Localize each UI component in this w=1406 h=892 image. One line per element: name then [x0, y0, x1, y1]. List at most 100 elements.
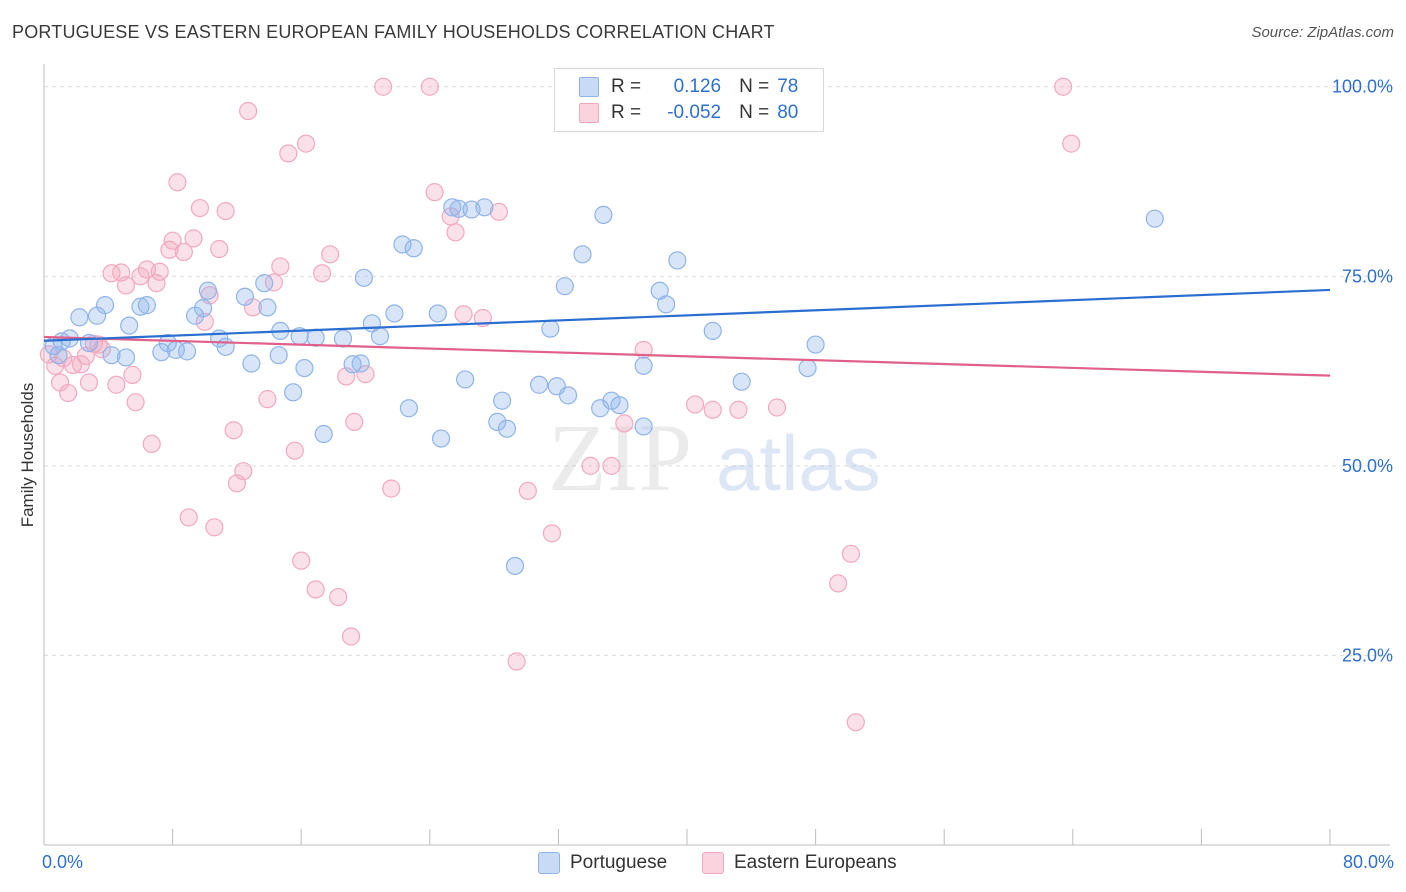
watermark-zip: ZIP [548, 404, 692, 511]
eastern-europeans-point [210, 239, 229, 259]
legend-swatch-eastern [579, 103, 599, 123]
eastern-europeans-point [142, 434, 161, 453]
portuguese-point [333, 329, 353, 348]
portuguese-point [732, 372, 751, 391]
eastern-europeans-point [602, 456, 621, 475]
portuguese-point [242, 354, 261, 373]
portuguese-point [198, 281, 218, 300]
eastern-europeans-trend-line [43, 335, 1331, 377]
eastern-europeans-point [489, 202, 509, 221]
portuguese-point [443, 198, 462, 217]
eastern-europeans-point [190, 198, 210, 218]
eastern-europeans-point [321, 245, 340, 264]
portuguese-point [488, 412, 507, 431]
portuguese-point [558, 386, 578, 405]
portuguese-point [216, 337, 235, 356]
eastern-europeans-point [224, 421, 243, 440]
portuguese-point [399, 399, 419, 418]
portuguese-point [284, 383, 303, 402]
legend-row-portuguese: R = 0.126 N = 78 [579, 75, 798, 99]
eastern-europeans-point [271, 257, 290, 276]
legend-n-label: N = [739, 76, 770, 97]
portuguese-point [49, 346, 68, 365]
portuguese-point [131, 297, 150, 316]
eastern-europeans-point [123, 365, 142, 384]
portuguese-point [137, 296, 156, 315]
portuguese-point [314, 424, 333, 444]
y-tick-label: 75.0% [1342, 266, 1393, 286]
eastern-europeans-point [425, 183, 444, 202]
eastern-europeans-point [116, 276, 136, 295]
y-tick-label: 25.0% [1342, 645, 1393, 665]
portuguese-point [428, 304, 447, 323]
legend-n-value: 80 [777, 102, 799, 123]
x-tick-label-min: 0.0% [42, 852, 84, 872]
watermark: ZIP atlas [548, 404, 881, 511]
eastern-europeans-point [846, 713, 865, 732]
portuguese-point [449, 199, 468, 218]
legend-swatch-eastern [702, 852, 724, 874]
portuguese-point [70, 308, 89, 327]
portuguese-point [351, 354, 370, 373]
trend-lines [43, 288, 1331, 377]
eastern-europeans-point [306, 580, 325, 599]
y-tick-labels: 25.0% 50.0% 75.0% 100.0% [1332, 77, 1393, 666]
portuguese-point [258, 298, 277, 317]
eastern-europeans-point [685, 395, 705, 414]
portuguese-point [657, 295, 676, 314]
eastern-europeans-point [79, 373, 99, 392]
y-tick-label: 50.0% [1342, 456, 1393, 476]
eastern-europeans-point [147, 274, 166, 293]
portuguese-point [295, 358, 314, 378]
portuguese-point [370, 327, 390, 346]
eastern-europeans-point [71, 355, 91, 374]
portuguese-point [555, 277, 574, 296]
portuguese-point [194, 299, 213, 318]
eastern-europeans-point [729, 400, 748, 419]
watermark-atlas: atlas [716, 419, 881, 507]
portuguese-point [95, 296, 115, 315]
eastern-europeans-point [518, 481, 537, 500]
eastern-europeans-point [279, 144, 298, 163]
portuguese-point [431, 429, 451, 448]
portuguese-point [120, 316, 139, 335]
eastern-europeans-point [345, 412, 364, 431]
legend-r-value: -0.052 [667, 102, 722, 123]
portuguese-point [152, 343, 171, 362]
eastern-europeans-point [446, 223, 465, 242]
eastern-europeans-point [131, 267, 150, 286]
portuguese-point [404, 239, 423, 258]
eastern-europeans-point [39, 345, 58, 364]
eastern-europeans-point [126, 393, 145, 412]
portuguese-point [497, 419, 517, 438]
eastern-europeans-point [1054, 77, 1073, 96]
eastern-europeans-point [239, 101, 258, 121]
portuguese-point [102, 346, 121, 365]
legend-r-label: R = [611, 76, 642, 97]
eastern-europeans-point [174, 242, 193, 262]
eastern-europeans-point [216, 202, 235, 221]
legend-label-eastern: Eastern Europeans [734, 852, 897, 873]
eastern-europeans-point [184, 229, 203, 248]
portuguese-point [1145, 209, 1164, 228]
eastern-europeans-point [285, 441, 304, 460]
eastern-europeans-point [205, 518, 224, 537]
legend-row-eastern: R = -0.052 N = 80 [579, 101, 798, 125]
legend-swatch-portuguese [538, 852, 560, 874]
eastern-europeans-point [102, 264, 121, 283]
eastern-europeans-point [150, 262, 169, 281]
portuguese-point [806, 335, 825, 354]
eastern-europeans-point [703, 400, 722, 419]
legend-label-portuguese: Portuguese [570, 852, 668, 873]
eastern-europeans-point [829, 574, 848, 593]
portuguese-points [44, 198, 1164, 576]
eastern-europeans-point [59, 383, 78, 403]
eastern-europeans-point [841, 544, 861, 563]
portuguese-trend-line [43, 288, 1331, 342]
stats-legend: R = 0.126 N = 78 R = -0.052 N = 80 [554, 68, 824, 132]
x-tick-label-max: 80.0% [1342, 852, 1394, 872]
eastern-europeans-point [581, 456, 600, 475]
y-tick-label: 100.0% [1332, 77, 1393, 97]
portuguese-point [634, 356, 653, 375]
portuguese-point [703, 321, 722, 341]
